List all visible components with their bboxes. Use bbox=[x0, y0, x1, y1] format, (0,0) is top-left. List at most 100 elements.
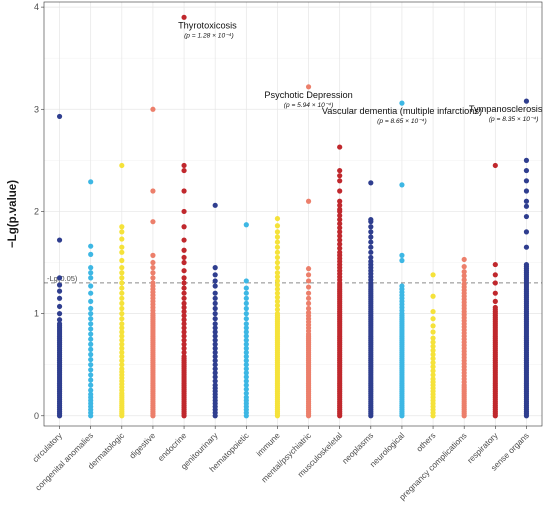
data-point bbox=[212, 265, 218, 271]
data-point bbox=[181, 285, 187, 291]
data-point bbox=[88, 331, 94, 337]
data-point bbox=[243, 285, 249, 291]
data-point bbox=[274, 290, 281, 296]
data-point bbox=[274, 306, 281, 313]
x-tick-label: congenital anomalies bbox=[33, 430, 95, 492]
data-point bbox=[212, 272, 218, 278]
data-point bbox=[274, 302, 281, 309]
data-point bbox=[181, 247, 187, 253]
data-point bbox=[274, 298, 281, 304]
data-point bbox=[181, 188, 187, 194]
annotation: Psychotic Depression (p = 5.94 × 10⁻⁴) bbox=[264, 90, 352, 109]
data-point bbox=[243, 370, 249, 376]
data-point bbox=[88, 382, 94, 388]
data-point bbox=[88, 356, 94, 363]
data-point bbox=[119, 290, 125, 296]
data-point bbox=[305, 300, 312, 306]
data-point bbox=[243, 305, 249, 312]
data-point bbox=[305, 305, 312, 312]
data-point bbox=[274, 294, 281, 300]
data-point bbox=[399, 257, 405, 264]
data-point bbox=[88, 377, 94, 383]
data-point bbox=[523, 98, 530, 104]
data-point bbox=[88, 265, 94, 271]
data-point bbox=[430, 323, 436, 329]
data-point bbox=[368, 239, 374, 245]
data-point bbox=[523, 157, 530, 163]
data-point bbox=[430, 355, 436, 362]
data-point bbox=[243, 378, 249, 384]
data-point bbox=[368, 224, 374, 230]
data-point bbox=[212, 321, 218, 327]
data-point bbox=[119, 236, 125, 242]
data-point bbox=[243, 295, 249, 301]
annotation: Vascular dementia (multiple infarctions)… bbox=[322, 106, 482, 125]
data-point bbox=[212, 353, 218, 360]
annotation: Tympanosclerosis (p = 8.35 × 10⁻⁴) bbox=[469, 104, 543, 123]
data-point bbox=[461, 256, 467, 263]
data-point bbox=[523, 229, 530, 235]
data-point bbox=[88, 243, 94, 249]
data-point bbox=[430, 364, 436, 370]
data-point bbox=[150, 270, 156, 276]
data-point bbox=[274, 244, 281, 250]
annotation-pvalue: (p = 8.65 × 10⁻⁴) bbox=[377, 118, 427, 125]
data-point bbox=[461, 273, 467, 279]
data-point bbox=[492, 162, 498, 169]
data-point bbox=[181, 167, 187, 174]
annotation-label: Vascular dementia (multiple infarctions) bbox=[322, 106, 482, 116]
data-point bbox=[119, 349, 125, 356]
y-axis-label: −Lg(p.value) bbox=[7, 180, 19, 248]
data-point bbox=[430, 376, 436, 382]
data-point bbox=[56, 303, 63, 310]
data-point bbox=[88, 336, 94, 342]
data-point bbox=[430, 335, 436, 341]
data-point bbox=[119, 280, 125, 286]
data-point bbox=[119, 295, 125, 301]
y-tick-label: 1 bbox=[34, 309, 39, 319]
data-point bbox=[212, 283, 218, 289]
data-point bbox=[212, 325, 218, 331]
data-point bbox=[212, 345, 218, 351]
annotation-label: Tympanosclerosis bbox=[469, 104, 543, 114]
data-point bbox=[88, 316, 94, 322]
data-point bbox=[119, 362, 125, 368]
data-point bbox=[337, 178, 343, 184]
data-point bbox=[150, 252, 156, 258]
data-point bbox=[368, 254, 374, 261]
data-point bbox=[461, 277, 467, 283]
data-point bbox=[181, 254, 187, 261]
x-tick-label: immune bbox=[254, 430, 282, 458]
data-point bbox=[181, 300, 187, 306]
data-point bbox=[368, 229, 374, 235]
data-point bbox=[181, 304, 187, 311]
data-point bbox=[88, 179, 94, 185]
data-point bbox=[119, 229, 125, 235]
data-point bbox=[212, 295, 218, 301]
annotations: Thyrotoxicosis (p = 1.28 × 10⁻⁴) Psychotic… bbox=[178, 20, 543, 125]
data-point bbox=[212, 349, 218, 356]
data-point bbox=[523, 167, 530, 174]
data-point bbox=[461, 264, 467, 270]
data-point bbox=[88, 391, 94, 397]
data-point bbox=[305, 309, 312, 316]
data-point bbox=[88, 326, 94, 332]
data-point bbox=[56, 288, 63, 294]
data-point bbox=[212, 358, 218, 364]
data-point bbox=[119, 329, 125, 335]
data-point bbox=[337, 225, 343, 231]
data-point bbox=[212, 362, 218, 368]
data-point bbox=[181, 313, 187, 319]
data-point bbox=[212, 333, 218, 339]
data-point bbox=[305, 284, 312, 290]
data-point bbox=[150, 106, 156, 112]
data-point bbox=[337, 173, 343, 179]
data-point bbox=[305, 290, 312, 296]
data-point bbox=[337, 249, 343, 255]
data-point bbox=[305, 198, 312, 204]
data-point bbox=[181, 290, 187, 296]
data-point bbox=[337, 245, 343, 251]
data-point bbox=[212, 278, 218, 284]
data-point bbox=[88, 346, 94, 352]
